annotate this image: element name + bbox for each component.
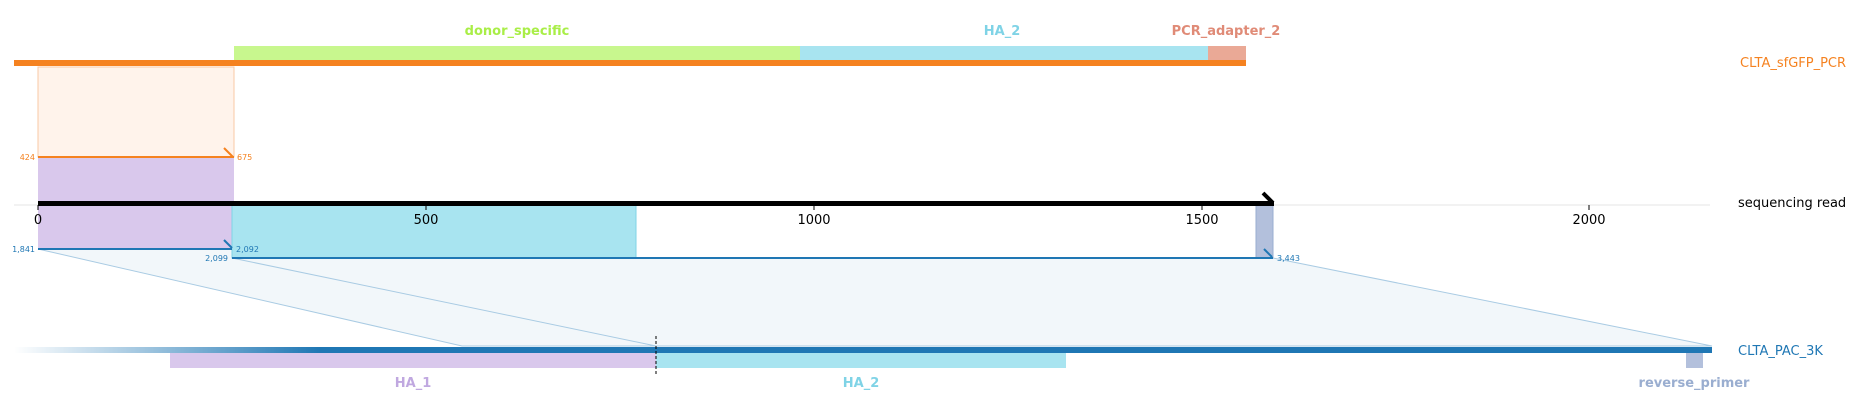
top-alignment-arrow (223, 147, 234, 158)
bottom-alignment-2-start-coord: 2,099 (205, 254, 228, 263)
bottom-feature-reverse_primer-label: reverse_primer (1639, 376, 1751, 391)
top-alignment-region (37, 66, 235, 158)
read-axis: 0 500 1000 1500 2000 (34, 205, 1606, 228)
bottom-feature-HA_1-bar (170, 353, 656, 368)
sequencing-read-label: sequencing read (1738, 196, 1846, 211)
read-feature-HA_2 (231, 204, 637, 259)
read-tick-label: 1000 (797, 213, 830, 228)
bottom-alignment-1-start-coord: 1,841 (12, 245, 35, 254)
top-feature-donor_specific-bar (234, 46, 800, 60)
read-tick-label: 0 (34, 213, 42, 228)
bottom-feature-reverse_primer-bar (1686, 353, 1703, 368)
top-alignment-start-coord: 424 (20, 153, 35, 162)
read-tick-label: 2000 (1572, 213, 1605, 228)
read-tick-label: 500 (414, 213, 439, 228)
bottom-reference-bar (14, 347, 1712, 353)
top-alignment-end-coord: 675 (237, 153, 252, 162)
bottom-alignment-1-end-coord: 2,092 (236, 245, 259, 254)
read-tick-label: 1500 (1185, 213, 1218, 228)
bottom-feature-HA_2-bar (656, 353, 1066, 368)
top-reference-label: CLTA_sfGFP_PCR (1740, 56, 1846, 71)
bottom-alignment-2-end-coord: 3,443 (1277, 254, 1300, 263)
sequencing-read-bar (38, 201, 1274, 206)
top-feature-PCR_adapter_2-bar (1208, 46, 1246, 60)
top-reference-bar (14, 60, 1246, 66)
top-feature-HA_2-bar (800, 46, 1208, 60)
bottom-feature-HA_1-label: HA_1 (395, 376, 432, 391)
top-feature-donor_specific-label: donor_specific (465, 24, 570, 39)
top-feature-HA_2-label: HA_2 (984, 24, 1021, 39)
bottom-alignment-2-arrow (1263, 248, 1273, 258)
bottom-feature-HA_2-label: HA_2 (843, 376, 880, 391)
bottom-alignment-1-arrow (223, 239, 233, 249)
sequencing-read-arrow (1261, 191, 1275, 205)
top-feature-PCR_adapter_2-label: PCR_adapter_2 (1172, 24, 1281, 39)
bottom-reference-label: CLTA_PAC_3K (1738, 344, 1823, 359)
